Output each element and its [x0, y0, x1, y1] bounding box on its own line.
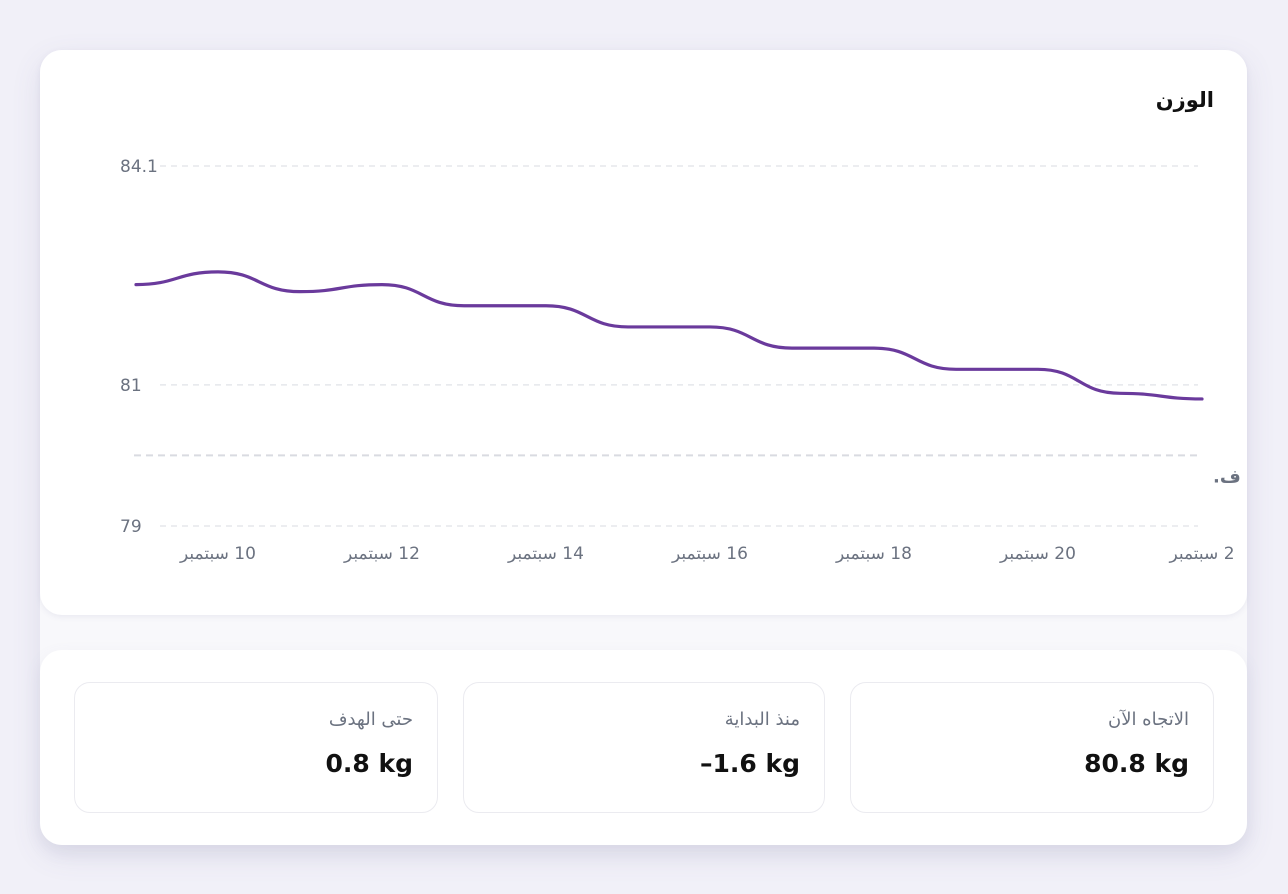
stat-label: منذ البداية [724, 709, 800, 730]
stat-label: الاتجاه الآن [1107, 709, 1189, 730]
x-tick-label: 18 سبتمبر [835, 544, 912, 564]
goal-line-group: ف. [134, 454, 1241, 487]
y-tick-label: 81 [120, 376, 142, 396]
series-line [134, 270, 1204, 401]
goal-label: ف. [1213, 466, 1241, 487]
y-tick-label: 84.1 [120, 157, 158, 177]
stat-trend-now: الاتجاه الآن 80.8 kg [850, 682, 1214, 813]
x-tick-label: 10 سبتمبر [179, 544, 256, 564]
x-tick-label: 2 سبتمبر [1168, 544, 1234, 564]
stat-value: 80.8 kg [1084, 749, 1189, 778]
stat-value: –1.6 kg [699, 749, 800, 778]
series-group [134, 270, 1204, 401]
weight-chart-card [40, 50, 1247, 615]
stat-to-goal: حتى الهدف 0.8 kg [74, 682, 438, 813]
x-axis-ticks: 10 سبتمبر 12 سبتمبر 14 سبتمبر 16 سبتمبر 18 س… [179, 544, 1234, 564]
y-tick-label: 79 [120, 517, 142, 537]
y-axis-ticks: 84.1 81 79 [120, 157, 158, 537]
x-tick-label: 12 سبتمبر [343, 544, 420, 564]
x-tick-label: 14 سبتمبر [507, 544, 584, 564]
grid-lines [160, 165, 1198, 527]
stat-value: 0.8 kg [325, 749, 413, 778]
chart-title: الوزن [1155, 88, 1214, 112]
x-tick-label: 16 سبتمبر [671, 544, 748, 564]
stat-label: حتى الهدف [328, 709, 413, 730]
stat-since-start: منذ البداية –1.6 kg [463, 682, 825, 813]
x-tick-label: 20 سبتمبر [999, 544, 1076, 564]
